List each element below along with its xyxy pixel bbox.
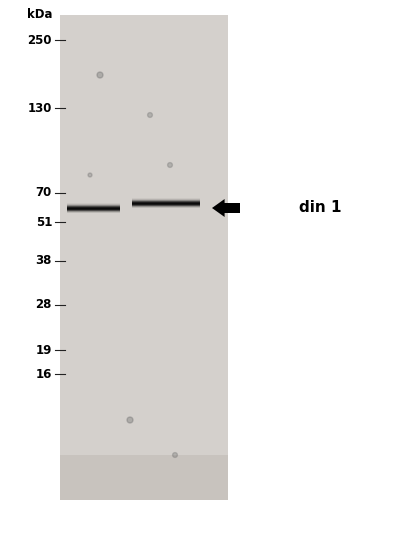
Circle shape [127, 417, 133, 423]
Text: 38: 38 [36, 255, 52, 267]
Text: kDa: kDa [28, 8, 53, 21]
Text: 130: 130 [28, 102, 52, 115]
Text: 28: 28 [36, 299, 52, 311]
Text: 70: 70 [36, 187, 52, 199]
FancyArrow shape [212, 199, 240, 217]
Circle shape [167, 163, 173, 167]
Circle shape [88, 173, 92, 177]
Text: 19: 19 [36, 344, 52, 356]
Circle shape [148, 113, 152, 117]
Bar [60, 455, 228, 500]
Text: 51: 51 [36, 216, 52, 228]
Text: 16: 16 [36, 367, 52, 380]
Text: 250: 250 [28, 33, 52, 47]
Circle shape [97, 72, 103, 78]
Circle shape [173, 452, 177, 457]
Bar [60, 15, 228, 500]
Text: din 1: din 1 [299, 200, 341, 216]
